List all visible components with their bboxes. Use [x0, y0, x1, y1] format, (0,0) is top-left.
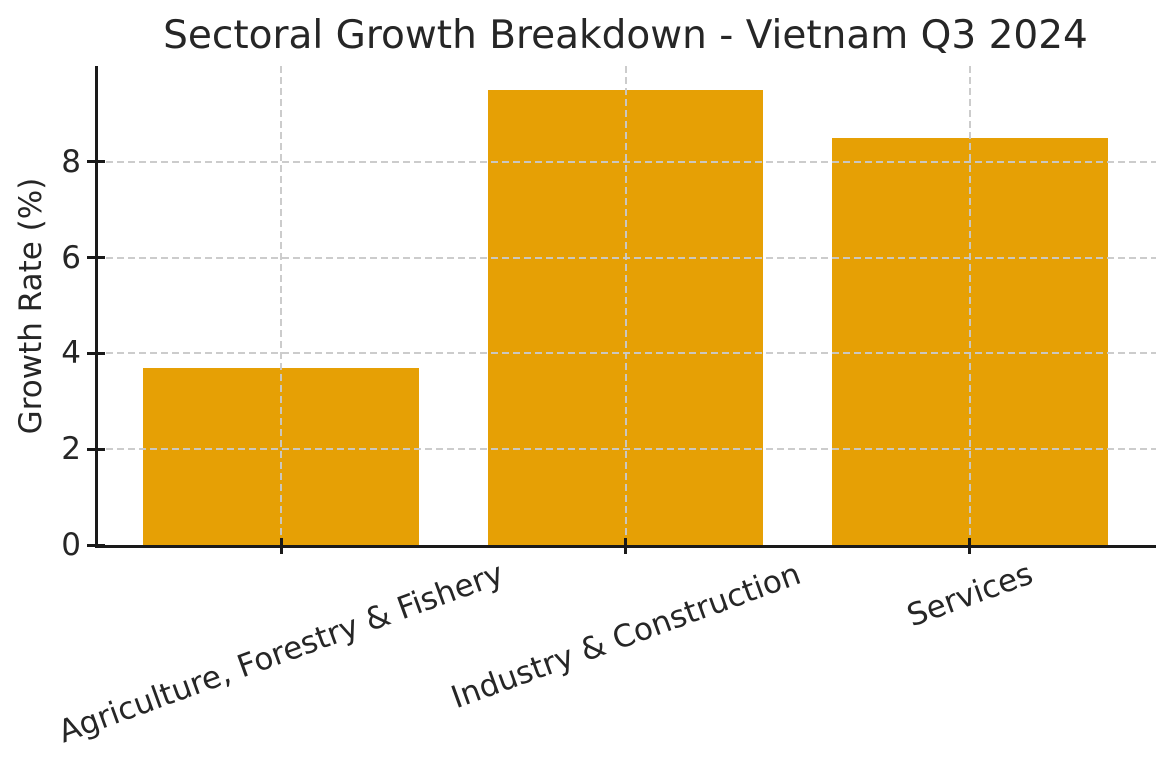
x-tick-mark [624, 538, 627, 554]
y-tick-label: 0 [61, 527, 81, 563]
x-gridline [624, 66, 627, 545]
x-tick-mark [968, 538, 972, 554]
x-tick-label: Services [902, 556, 1038, 635]
y-tick-mark [87, 160, 105, 164]
y-tick-mark [87, 543, 105, 547]
chart-title: Sectoral Growth Breakdown - Vietnam Q3 2… [163, 13, 1088, 58]
x-gridline [280, 66, 283, 545]
y-axis-label: Growth Rate (%) [13, 177, 49, 435]
y-tick-label: 4 [61, 335, 81, 372]
y-tick-mark [87, 351, 105, 355]
x-gridline [968, 66, 971, 545]
y-tick-label: 8 [61, 143, 81, 180]
y-axis-spine [95, 66, 98, 548]
y-tick-label: 6 [61, 239, 81, 276]
y-tick-label: 2 [61, 431, 81, 468]
x-tick-mark [279, 538, 283, 554]
y-tick-mark [87, 256, 105, 260]
y-tick-mark [87, 447, 105, 451]
plot-area: 0 2 4 6 8 Agriculture, Forestry & Fishery Indu… [54, 66, 1156, 751]
x-tick-label: Agriculture, Forestry & Fishery [53, 555, 509, 751]
